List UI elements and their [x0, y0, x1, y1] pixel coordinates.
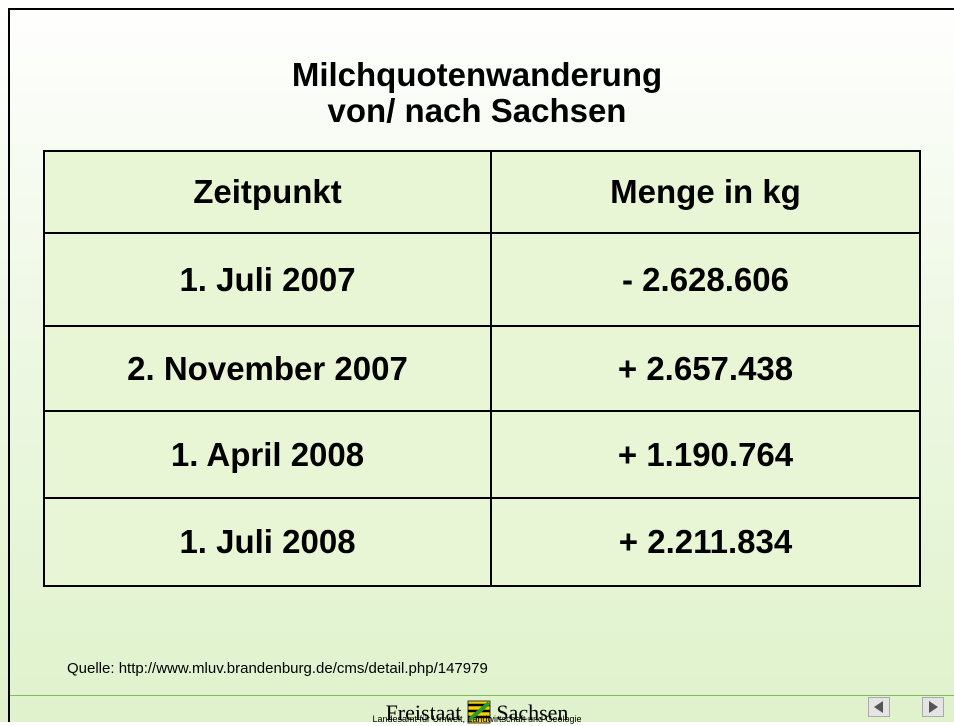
footer-word: Freistaat [385, 700, 462, 725]
footer-word: Sachsen [496, 700, 569, 725]
frame [8, 8, 954, 722]
cell: 1. April 2008 [43, 410, 492, 499]
title-line: Milchquotenwanderung [291, 56, 663, 93]
cell: + 1.190.764 [490, 410, 921, 499]
cell: 1. Juli 2007 [43, 232, 492, 327]
footer-subtitle: Landesamt für Umwelt, Landwirtschaft und… [372, 714, 582, 724]
cell: 2. November 2007 [43, 325, 492, 412]
divider [10, 695, 954, 696]
header-cell: Menge in kg [490, 150, 921, 234]
cell: - 2.628.606 [490, 232, 921, 327]
footer-logo: Freistaat Sachsen [0, 700, 954, 726]
cell: 1. Juli 2008 [43, 497, 492, 587]
next-button[interactable] [922, 697, 944, 717]
prev-button[interactable] [868, 697, 890, 717]
table: Zeitpunkt Menge in kg 1. Juli 2007- 2.628… [43, 150, 921, 587]
title-line: von/ nach Sachsen [327, 92, 627, 129]
header-cell: Zeitpunkt [43, 150, 492, 234]
source: Quelle: http://www.mluv.brandenburg.de/c… [67, 660, 488, 677]
cell: + 2.657.438 [490, 325, 921, 412]
coat-of-arms [467, 700, 491, 724]
cell: + 2.211.834 [490, 497, 921, 587]
